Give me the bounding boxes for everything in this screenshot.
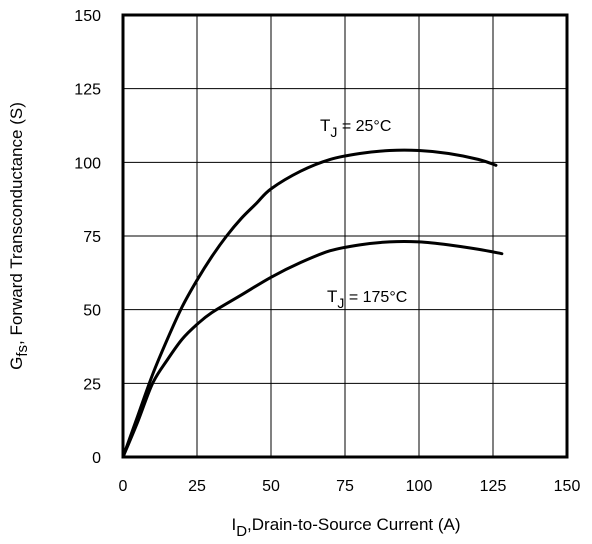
y-tick-label: 25: [83, 376, 101, 393]
y-tick-label: 100: [74, 155, 101, 172]
y-tick-label: 50: [83, 303, 101, 320]
x-tick-label: 0: [119, 478, 128, 495]
x-tick-label: 125: [480, 478, 507, 495]
plot-frame: [121, 13, 569, 459]
y-tick-label: 75: [83, 229, 101, 246]
x-tick-label: 25: [188, 478, 206, 495]
tick-labels: 0 25 50 75 100 125 150 0 25 50 75 100 125 150: [74, 8, 580, 495]
y-tick-label: 150: [74, 8, 101, 25]
x-tick-label: 75: [336, 478, 354, 495]
x-tick-label: 100: [406, 478, 433, 495]
y-tick-label: 0: [92, 450, 101, 467]
x-tick-label: 50: [262, 478, 280, 495]
curve-tj-175c: [121, 240, 504, 459]
x-axis-title: ID,Drain-to-Source Current (A): [231, 515, 460, 540]
curves: [121, 148, 504, 459]
y-tick-label: 125: [74, 82, 101, 99]
series-label-175c: TJ = 175°C: [327, 287, 407, 311]
curve-tj-25c: [121, 148, 498, 459]
x-tick-label: 150: [554, 478, 581, 495]
y-axis-title: Gfs, Forward Transconductance (S): [7, 102, 31, 370]
grid-lines: [123, 15, 567, 457]
series-label-25c: TJ = 25°C: [320, 116, 391, 140]
